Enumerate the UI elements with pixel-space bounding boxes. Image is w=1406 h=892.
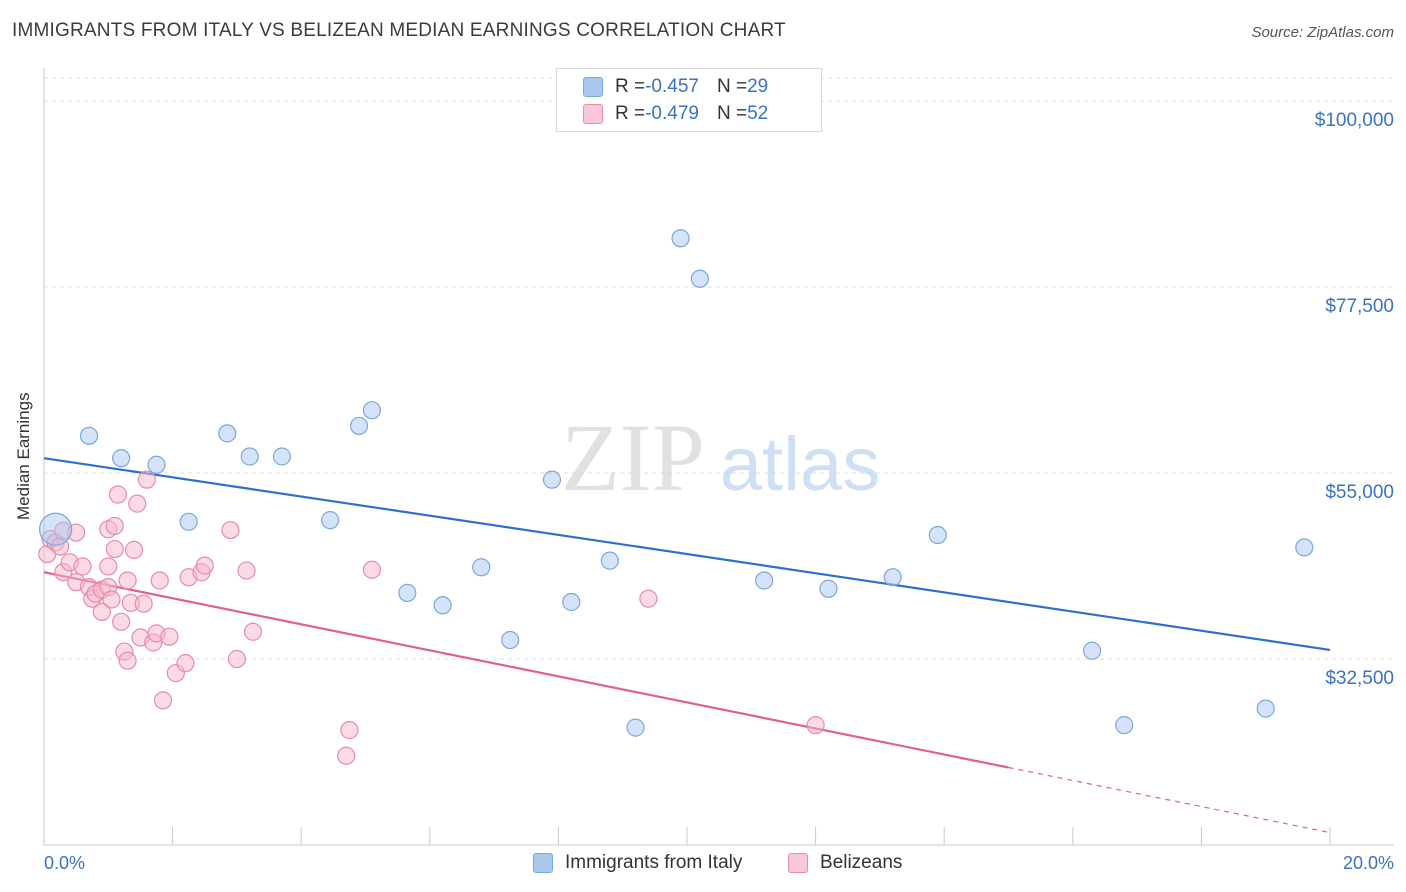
data-point-blue: [562, 592, 581, 612]
data-point-blue: [79, 426, 99, 445]
data-point-blue: [671, 229, 690, 248]
data-point-blue: [819, 579, 838, 598]
r-value: -0.457: [645, 76, 699, 97]
legend-item-italy[interactable]: Immigrants from Italy: [533, 852, 742, 874]
data-point-blue: [272, 447, 292, 466]
series-legend: Immigrants from Italy Belizeans: [0, 852, 1406, 878]
data-point-pink: [153, 691, 173, 710]
data-point-blue: [349, 416, 369, 436]
legend-label: Belizeans: [820, 852, 903, 873]
trend-line-blue: [43, 457, 1331, 652]
legend-swatch-blue: [533, 853, 553, 873]
data-point-pink: [337, 746, 356, 765]
data-point-blue: [600, 551, 619, 570]
data-point-pink: [118, 571, 137, 590]
data-points: [38, 229, 1314, 765]
y-tick-label: $55,000: [1325, 482, 1394, 504]
data-point-pink: [105, 516, 124, 536]
trend-lines: [43, 457, 1331, 834]
data-point-pink: [362, 560, 382, 579]
data-point-pink: [128, 494, 147, 513]
stats-legend: R = -0.457 N = 29 R = -0.479 N = 52: [556, 68, 822, 132]
trend-line-pink: [43, 571, 1009, 769]
y-tick-label: $100,000: [1314, 110, 1394, 132]
r-value: -0.479: [645, 103, 699, 124]
data-point-blue: [472, 558, 491, 577]
data-point-pink: [108, 485, 128, 504]
data-point-pink: [639, 589, 658, 608]
y-tick-label: $77,500: [1325, 296, 1394, 318]
data-point-blue: [501, 630, 520, 650]
data-point-blue: [179, 512, 198, 531]
stats-row-belizeans: R = -0.479 N = 52: [583, 102, 768, 126]
data-point-pink: [176, 654, 195, 673]
r-label: R =: [615, 103, 646, 124]
data-point-pink: [243, 622, 263, 641]
legend-item-belizeans[interactable]: Belizeans: [788, 852, 902, 874]
data-point-blue: [321, 511, 340, 530]
data-point-blue: [1295, 538, 1314, 557]
legend-label: Immigrants from Italy: [565, 852, 743, 873]
data-point-pink: [160, 627, 179, 646]
watermark: ZIP atlas: [561, 404, 880, 511]
data-point-blue: [1082, 641, 1102, 660]
data-point-blue: [38, 512, 73, 546]
data-point-pink: [105, 539, 124, 559]
data-point-blue: [928, 525, 947, 545]
chart-title: IMMIGRANTS FROM ITALY VS BELIZEAN MEDIAN…: [12, 20, 786, 41]
data-point-blue: [240, 447, 259, 466]
n-value: 29: [747, 76, 769, 97]
legend-swatch-pink: [583, 104, 603, 124]
data-point-pink: [134, 594, 153, 613]
n-value: 52: [747, 103, 769, 124]
data-point-blue: [755, 571, 774, 590]
x-tick-label-max: 20.0%: [1342, 853, 1394, 873]
data-point-pink: [806, 716, 825, 735]
data-point-pink: [92, 602, 111, 622]
r-label: R =: [615, 76, 646, 97]
data-point-pink: [150, 571, 169, 590]
data-point-blue: [147, 455, 166, 474]
y-tick-label: $32,500: [1325, 668, 1394, 690]
data-point-blue: [1256, 699, 1275, 718]
data-point-pink: [99, 557, 118, 576]
axes-layer: [43, 68, 1394, 846]
x-tick-label-min: 0.0%: [44, 853, 86, 873]
data-point-blue: [883, 568, 902, 587]
data-point-blue: [542, 470, 562, 489]
n-label: N =: [716, 103, 748, 124]
data-point-pink: [237, 561, 256, 580]
n-label: N =: [716, 76, 748, 97]
watermark-zip: ZIP: [561, 404, 705, 511]
data-point-blue: [690, 269, 709, 288]
data-point-pink: [118, 651, 137, 670]
data-point-blue: [398, 583, 417, 602]
legend-swatch-pink: [788, 853, 808, 873]
legend-swatch-blue: [583, 77, 603, 97]
data-point-blue: [433, 596, 452, 615]
data-point-pink: [102, 590, 121, 609]
data-point-blue: [112, 449, 131, 468]
stats-row-italy: R = -0.457 N = 29: [583, 75, 768, 99]
source-credit: Source: ZipAtlas.com: [1251, 24, 1394, 41]
watermark-atlas: atlas: [720, 422, 881, 507]
data-point-blue: [1115, 716, 1134, 735]
data-point-pink: [195, 556, 214, 575]
data-point-pink: [137, 470, 156, 489]
data-point-pink: [112, 612, 131, 631]
data-point-pink: [221, 520, 240, 540]
data-point-blue: [218, 424, 237, 443]
data-point-pink: [73, 557, 92, 576]
data-point-blue: [362, 401, 382, 420]
data-point-pink: [340, 721, 359, 740]
trend-line-extrapolated-pink: [1008, 766, 1331, 834]
data-point-blue: [626, 718, 645, 737]
data-point-pink: [124, 540, 144, 560]
data-point-pink: [227, 649, 246, 669]
